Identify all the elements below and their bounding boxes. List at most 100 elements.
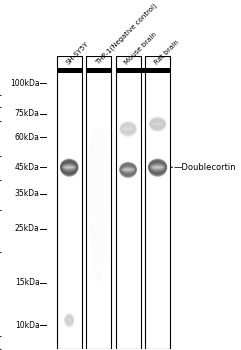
Bar (86, 56, 111, 349)
Ellipse shape (67, 320, 71, 321)
Ellipse shape (148, 160, 167, 175)
Ellipse shape (151, 122, 164, 126)
Ellipse shape (122, 168, 134, 172)
Ellipse shape (152, 166, 163, 168)
Ellipse shape (64, 166, 74, 168)
Ellipse shape (124, 169, 132, 170)
Bar (57, 56, 82, 349)
Ellipse shape (120, 122, 136, 136)
Ellipse shape (60, 159, 78, 176)
Ellipse shape (120, 122, 137, 136)
Ellipse shape (120, 165, 136, 175)
Ellipse shape (87, 129, 110, 282)
Ellipse shape (66, 167, 72, 168)
Ellipse shape (150, 164, 165, 171)
Ellipse shape (119, 162, 137, 178)
Ellipse shape (64, 166, 75, 169)
Ellipse shape (149, 162, 166, 172)
Ellipse shape (62, 163, 76, 172)
Ellipse shape (120, 163, 136, 176)
Ellipse shape (120, 121, 137, 136)
Ellipse shape (149, 161, 166, 174)
Ellipse shape (152, 166, 163, 169)
Text: 45kDa: 45kDa (15, 163, 40, 172)
Ellipse shape (125, 169, 131, 170)
Ellipse shape (64, 166, 74, 169)
Ellipse shape (122, 126, 134, 131)
Text: SH-SY5Y: SH-SY5Y (65, 41, 90, 66)
Ellipse shape (148, 159, 167, 176)
Ellipse shape (60, 161, 78, 175)
Ellipse shape (149, 118, 166, 130)
Ellipse shape (64, 166, 74, 168)
Ellipse shape (120, 163, 137, 176)
Ellipse shape (61, 162, 77, 173)
Ellipse shape (119, 162, 137, 177)
Ellipse shape (151, 165, 164, 169)
Ellipse shape (62, 164, 76, 170)
Ellipse shape (65, 314, 74, 326)
Ellipse shape (124, 169, 132, 170)
Ellipse shape (119, 121, 137, 137)
Ellipse shape (149, 117, 166, 131)
Ellipse shape (62, 164, 76, 171)
Ellipse shape (150, 163, 165, 172)
Ellipse shape (149, 118, 166, 131)
Ellipse shape (151, 164, 164, 170)
Ellipse shape (151, 120, 164, 127)
Ellipse shape (121, 167, 135, 173)
Text: 25kDa: 25kDa (15, 224, 40, 233)
Ellipse shape (61, 161, 78, 174)
Text: 15kDa: 15kDa (15, 278, 40, 287)
Ellipse shape (61, 162, 77, 173)
Ellipse shape (63, 166, 75, 169)
Ellipse shape (148, 160, 167, 175)
Text: Rat brain: Rat brain (153, 39, 180, 66)
Ellipse shape (120, 165, 136, 175)
Text: —Doublecortin: —Doublecortin (174, 163, 236, 172)
Ellipse shape (122, 167, 134, 172)
Ellipse shape (65, 315, 74, 326)
Ellipse shape (87, 129, 110, 282)
Ellipse shape (122, 168, 134, 172)
Ellipse shape (123, 168, 133, 171)
Ellipse shape (66, 317, 73, 323)
Ellipse shape (61, 161, 77, 174)
Ellipse shape (121, 125, 135, 133)
Ellipse shape (61, 162, 77, 172)
Ellipse shape (149, 117, 166, 132)
Bar (116, 68, 170, 74)
Bar (116, 56, 141, 349)
Ellipse shape (120, 164, 136, 176)
Ellipse shape (153, 167, 162, 168)
Ellipse shape (153, 166, 162, 168)
Ellipse shape (121, 166, 135, 174)
Ellipse shape (63, 165, 75, 170)
Ellipse shape (148, 159, 167, 177)
Ellipse shape (60, 160, 78, 175)
Ellipse shape (153, 123, 162, 125)
Ellipse shape (65, 316, 73, 324)
Ellipse shape (60, 160, 78, 176)
Ellipse shape (67, 319, 72, 321)
Ellipse shape (150, 164, 165, 171)
Ellipse shape (121, 166, 135, 174)
Ellipse shape (148, 160, 167, 175)
Ellipse shape (65, 167, 73, 168)
Ellipse shape (121, 126, 135, 132)
Ellipse shape (149, 161, 167, 174)
Ellipse shape (62, 164, 76, 171)
Ellipse shape (120, 164, 136, 176)
Ellipse shape (119, 162, 137, 178)
Ellipse shape (154, 167, 161, 168)
Ellipse shape (148, 160, 167, 176)
Ellipse shape (87, 129, 110, 282)
Ellipse shape (120, 163, 137, 177)
Ellipse shape (153, 123, 162, 125)
Ellipse shape (149, 117, 166, 132)
Ellipse shape (154, 167, 161, 168)
Ellipse shape (150, 120, 165, 128)
Ellipse shape (149, 162, 166, 173)
Ellipse shape (60, 159, 79, 177)
Ellipse shape (120, 122, 136, 135)
